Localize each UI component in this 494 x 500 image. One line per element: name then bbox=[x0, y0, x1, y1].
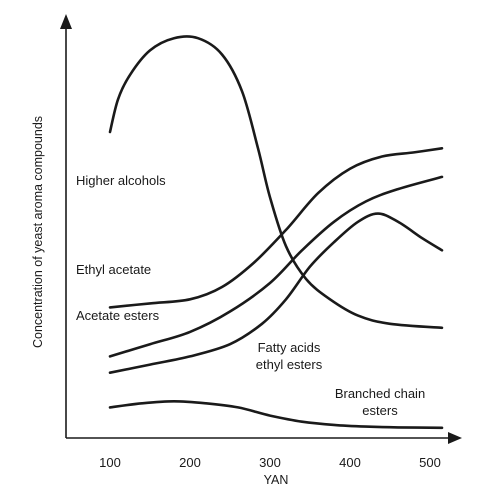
series-label-ethyl-acetate: Ethyl acetate bbox=[76, 262, 151, 277]
series-label-higher-alcohols: Higher alcohols bbox=[76, 173, 166, 188]
series-line-acetate-esters bbox=[108, 175, 444, 358]
series-label-acetate-esters: Acetate esters bbox=[76, 308, 160, 323]
series-line-branched-chain-esters bbox=[108, 400, 444, 430]
x-tick-label-100: 100 bbox=[99, 455, 121, 470]
series-label-branched-chain-esters: Branched chain esters bbox=[335, 386, 425, 418]
x-axis-arrow bbox=[448, 432, 462, 444]
x-tick-labels: 100 200 300 400 500 bbox=[99, 455, 441, 470]
y-axis-arrow bbox=[60, 14, 72, 29]
series-label-fatty-acids-ethyl-esters: Fatty acids ethyl esters bbox=[256, 340, 323, 372]
x-tick-label-400: 400 bbox=[339, 455, 361, 470]
x-tick-label-300: 300 bbox=[259, 455, 281, 470]
series-line-ethyl-acetate bbox=[108, 147, 444, 309]
x-tick-label-200: 200 bbox=[179, 455, 201, 470]
series-line-higher-alcohols bbox=[108, 35, 444, 330]
series-lines bbox=[108, 35, 444, 430]
series-labels: Higher alcohols Ethyl acetate Acetate este… bbox=[76, 173, 425, 418]
y-axis-title: Concentration of yeast aroma compounds bbox=[31, 116, 45, 348]
series-line-fatty-acids-ethyl-esters bbox=[108, 212, 444, 374]
x-axis-title: YAN bbox=[264, 473, 289, 487]
x-tick-label-500: 500 bbox=[419, 455, 441, 470]
